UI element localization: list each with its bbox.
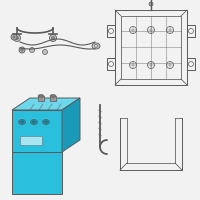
Circle shape <box>52 36 54 40</box>
Circle shape <box>42 49 48 54</box>
Bar <box>107 25 115 37</box>
Ellipse shape <box>18 119 26 124</box>
Circle shape <box>16 36 18 40</box>
Bar <box>115 10 187 85</box>
Ellipse shape <box>32 121 36 123</box>
Ellipse shape <box>30 119 38 124</box>
Circle shape <box>13 36 15 38</box>
Ellipse shape <box>38 95 44 98</box>
Bar <box>187 58 195 70</box>
Polygon shape <box>12 98 80 110</box>
Ellipse shape <box>50 95 56 98</box>
Polygon shape <box>12 110 62 152</box>
Ellipse shape <box>92 43 100 49</box>
Bar <box>20 136 42 145</box>
Bar <box>50 96 56 101</box>
Circle shape <box>11 34 17 40</box>
Circle shape <box>50 34 57 42</box>
Ellipse shape <box>20 121 24 123</box>
Circle shape <box>30 47 35 52</box>
Ellipse shape <box>44 121 48 123</box>
Ellipse shape <box>42 119 50 124</box>
Bar <box>107 58 115 70</box>
Circle shape <box>19 47 25 53</box>
Circle shape <box>14 34 21 42</box>
Bar <box>121 16 181 79</box>
Polygon shape <box>12 152 62 194</box>
Circle shape <box>149 2 153 6</box>
Bar <box>38 96 44 101</box>
Bar <box>187 25 195 37</box>
Polygon shape <box>62 98 80 152</box>
Circle shape <box>21 49 23 51</box>
